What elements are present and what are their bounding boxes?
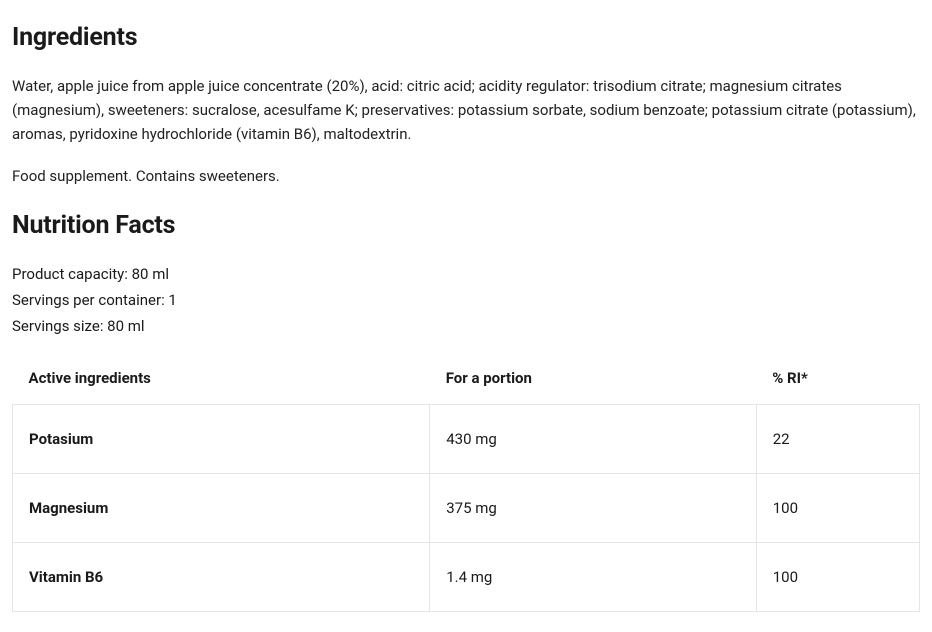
serving-size: Servings size: 80 ml	[12, 314, 920, 338]
ingredient-ri: 100	[756, 543, 919, 612]
ingredient-name: Magnesium	[13, 474, 430, 543]
nutrition-table: Active ingredients For a portion % RI* P…	[12, 352, 920, 612]
servings-per-container: Servings per container: 1	[12, 288, 920, 312]
ingredient-ri: 22	[756, 405, 919, 474]
table-row: Magnesium 375 mg 100	[13, 474, 920, 543]
ingredients-heading: Ingredients	[12, 18, 920, 58]
nutrition-heading: Nutrition Facts	[12, 206, 920, 246]
ingredient-portion: 375 mg	[430, 474, 757, 543]
table-header-row: Active ingredients For a portion % RI*	[13, 352, 920, 405]
col-for-a-portion: For a portion	[430, 352, 757, 405]
ingredients-body: Water, apple juice from apple juice conc…	[12, 74, 920, 146]
col-percent-ri: % RI*	[756, 352, 919, 405]
ingredient-name: Vitamin B6	[13, 543, 430, 612]
nutrition-meta: Product capacity: 80 ml Servings per con…	[12, 262, 920, 338]
ingredients-note: Food supplement. Contains sweeteners.	[12, 164, 920, 188]
ingredient-portion: 430 mg	[430, 405, 757, 474]
table-row: Potasium 430 mg 22	[13, 405, 920, 474]
table-row: Vitamin B6 1.4 mg 100	[13, 543, 920, 612]
ingredient-name: Potasium	[13, 405, 430, 474]
col-active-ingredients: Active ingredients	[13, 352, 430, 405]
product-capacity: Product capacity: 80 ml	[12, 262, 920, 286]
ingredient-portion: 1.4 mg	[430, 543, 757, 612]
ingredient-ri: 100	[756, 474, 919, 543]
